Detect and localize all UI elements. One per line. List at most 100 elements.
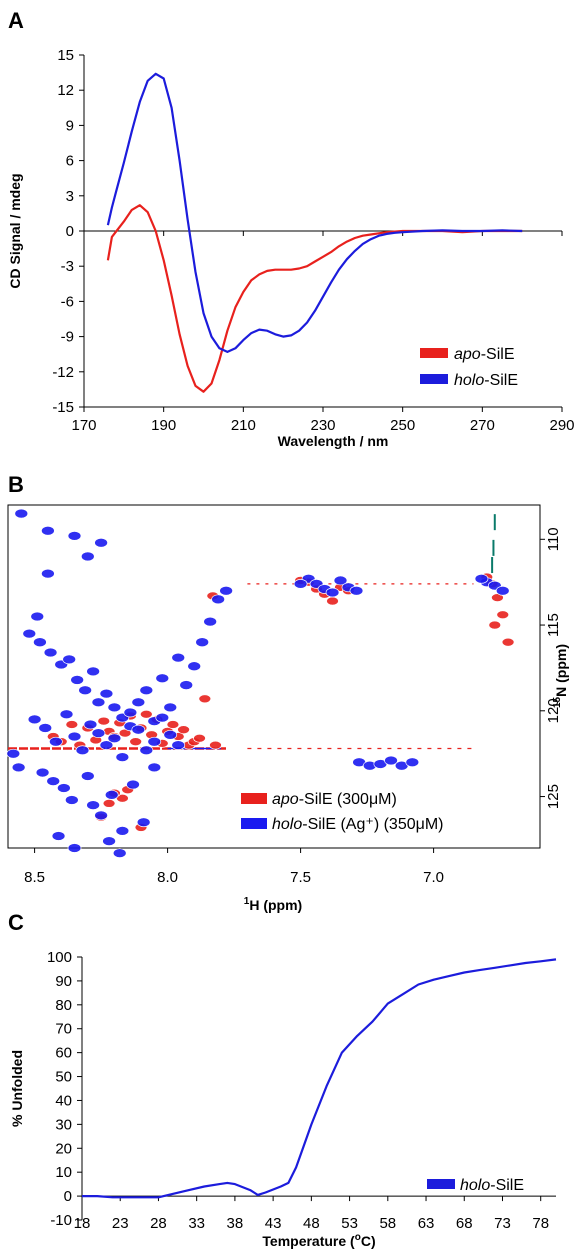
legend-swatch-apo [241,793,267,804]
peak-holo [107,702,122,713]
peak-holo [67,531,82,541]
x-tick-label: 190 [151,417,176,434]
peak-holo [27,714,42,725]
panel-c-letter: C [8,910,24,935]
legend-swatch-holo [420,374,448,384]
peak-holo [171,740,186,750]
peak-apo [177,725,190,735]
peak-holo [70,675,85,685]
peak-apo [193,733,206,743]
peak-holo [99,688,114,699]
x-tick-label: 7.5 [290,869,311,886]
y-tick-label: 0 [64,1188,72,1205]
peak-holo [6,748,21,759]
y-tick-label: 50 [55,1069,72,1086]
peak-holo [147,762,162,773]
y-tick-label: 60 [55,1045,72,1062]
y-tick-label: 40 [55,1092,72,1109]
peak-apo [209,740,222,750]
x-tick-label: 78 [532,1215,549,1232]
peak-holo [405,757,420,768]
x-tick-label: 38 [227,1215,244,1232]
legend-holo-text: holo-SilE (Ag⁺) (350μM) [272,816,444,833]
peak-holo [75,745,90,756]
peak-holo [91,697,106,708]
y-tick-label: 80 [55,997,72,1014]
peak-apo [139,709,153,719]
x-tick-label: 33 [188,1215,205,1232]
legend-swatch-holo [427,1179,455,1189]
y-tick-label: -6 [61,293,74,310]
peak-apo [166,720,180,729]
y-tick-label: 20 [55,1140,72,1157]
x-tick-label: 18 [74,1215,91,1232]
peak-holo [349,585,364,596]
y-axis-title: % Unfolded [9,1050,25,1127]
x-tick-label: 250 [390,417,415,434]
y-tick-label: 9 [66,117,74,134]
peak-holo [195,637,210,648]
legend-swatch-apo [420,348,448,358]
peak-apo [501,637,515,647]
peak-holo [80,771,95,781]
panel-b-nmr-chart: 110 115 120 125 8.5 8.0 7.5 7.0 1H (ppm) 15N (ppm… [6,504,569,913]
legend-swatch-holo [241,818,267,829]
y-tick-label: 15 [57,47,74,64]
y-tick-label: 110 [545,527,562,551]
peak-holo [99,740,114,750]
peak-apo [198,694,212,704]
peak-holo [112,848,127,858]
legend-holo-text: holo-SilE [454,372,518,389]
x-axis-title: 1H (ppm) [244,896,302,913]
series-line-holo [82,958,557,1199]
y-tick-label: 3 [66,188,74,205]
peak-holo [155,712,170,723]
x-tick-label: 53 [341,1215,358,1232]
peak-holo [86,666,100,677]
peak-holo [171,652,186,663]
peak-holo [131,697,146,708]
peak-holo [203,616,218,627]
peak-holo [155,673,170,684]
peak-holo [163,702,178,713]
x-tick-label: 43 [265,1215,282,1232]
x-tick-label: 8.5 [24,869,45,886]
x-tick-label: 210 [231,417,256,434]
peak-holo [115,752,130,762]
peak-holo [67,843,82,853]
peak-holo [91,728,106,738]
x-tick-label: 73 [494,1215,511,1232]
peak-holo [474,573,489,584]
y-tick-label: -15 [52,399,74,416]
y-tick-label: 90 [55,973,72,990]
peak-holo [219,585,233,596]
x-tick-label: 28 [150,1215,167,1232]
y-tick-label: 12 [57,82,74,99]
peak-holo [179,680,194,690]
peak-holo [30,611,45,622]
legend-apo-text: apo-SilE [454,346,514,363]
y-tick-label: 10 [55,1164,72,1181]
peak-holo [163,729,178,740]
peak-apo [102,799,116,808]
peak-holo [139,745,154,756]
peak-apo [326,596,339,606]
panel-b-letter: B [8,472,24,497]
peak-holo [14,508,29,519]
x-tick-label: 68 [456,1215,473,1232]
peak-apo [65,720,79,729]
peak-holo [59,709,74,720]
peak-holo [78,685,92,696]
y-tick-label: 125 [545,784,562,809]
legend-apo-text: apo-SilE (300μM) [272,791,397,808]
peak-holo [384,755,398,766]
y-axis-title: 15N (ppm) [552,644,569,708]
x-tick-label: 63 [418,1215,435,1232]
peak-holo [293,579,308,589]
peak-holo [46,776,61,786]
peak-apo [97,716,111,726]
peak-holo [131,724,146,735]
peak-holo [49,736,63,747]
peak-holo [211,594,225,605]
